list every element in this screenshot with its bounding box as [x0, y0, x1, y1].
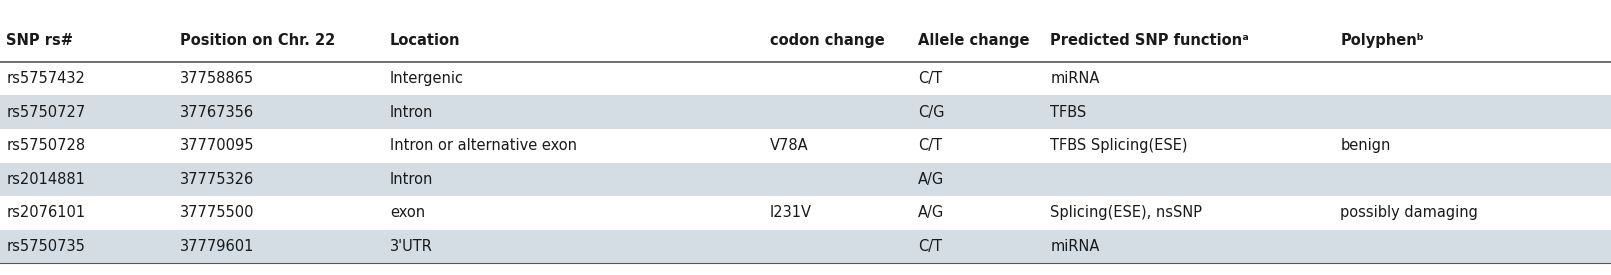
Text: rs2076101: rs2076101 — [6, 205, 85, 220]
Text: Allele change: Allele change — [918, 33, 1029, 48]
Text: benign: benign — [1340, 138, 1390, 153]
Bar — [0, 19, 1611, 62]
Text: Splicing(ESE), nsSNP: Splicing(ESE), nsSNP — [1050, 205, 1202, 220]
Text: rs5750727: rs5750727 — [6, 105, 85, 120]
Text: rs5750735: rs5750735 — [6, 239, 85, 254]
Text: rs5757432: rs5757432 — [6, 71, 85, 86]
Text: 37775326: 37775326 — [180, 172, 255, 187]
Text: exon: exon — [390, 205, 425, 220]
Bar — [0, 230, 1611, 263]
Bar — [0, 95, 1611, 129]
Text: possibly damaging: possibly damaging — [1340, 205, 1479, 220]
Text: I231V: I231V — [770, 205, 812, 220]
Text: C/T: C/T — [918, 71, 942, 86]
Text: C/T: C/T — [918, 138, 942, 153]
Text: Intergenic: Intergenic — [390, 71, 464, 86]
Text: miRNA: miRNA — [1050, 71, 1100, 86]
Bar — [0, 196, 1611, 230]
Text: C/G: C/G — [918, 105, 944, 120]
Text: 37779601: 37779601 — [180, 239, 255, 254]
Text: Intron: Intron — [390, 172, 433, 187]
Text: rs5750728: rs5750728 — [6, 138, 85, 153]
Text: Predicted SNP functionᵃ: Predicted SNP functionᵃ — [1050, 33, 1249, 48]
Text: miRNA: miRNA — [1050, 239, 1100, 254]
Text: A/G: A/G — [918, 205, 944, 220]
Text: 37767356: 37767356 — [180, 105, 255, 120]
Text: Intron: Intron — [390, 105, 433, 120]
Text: A/G: A/G — [918, 172, 944, 187]
Bar — [0, 129, 1611, 163]
Text: 37758865: 37758865 — [180, 71, 255, 86]
Text: 37775500: 37775500 — [180, 205, 255, 220]
Text: codon change: codon change — [770, 33, 884, 48]
Text: Intron or alternative exon: Intron or alternative exon — [390, 138, 577, 153]
Bar — [0, 163, 1611, 196]
Text: V78A: V78A — [770, 138, 809, 153]
Text: SNP rs#: SNP rs# — [6, 33, 74, 48]
Text: C/T: C/T — [918, 239, 942, 254]
Text: rs2014881: rs2014881 — [6, 172, 85, 187]
Text: Position on Chr. 22: Position on Chr. 22 — [180, 33, 335, 48]
Text: TFBS Splicing(ESE): TFBS Splicing(ESE) — [1050, 138, 1187, 153]
Text: 3'UTR: 3'UTR — [390, 239, 433, 254]
Text: Polyphenᵇ: Polyphenᵇ — [1340, 33, 1424, 48]
Text: 37770095: 37770095 — [180, 138, 255, 153]
Bar — [0, 62, 1611, 95]
Text: TFBS: TFBS — [1050, 105, 1087, 120]
Text: Location: Location — [390, 33, 461, 48]
